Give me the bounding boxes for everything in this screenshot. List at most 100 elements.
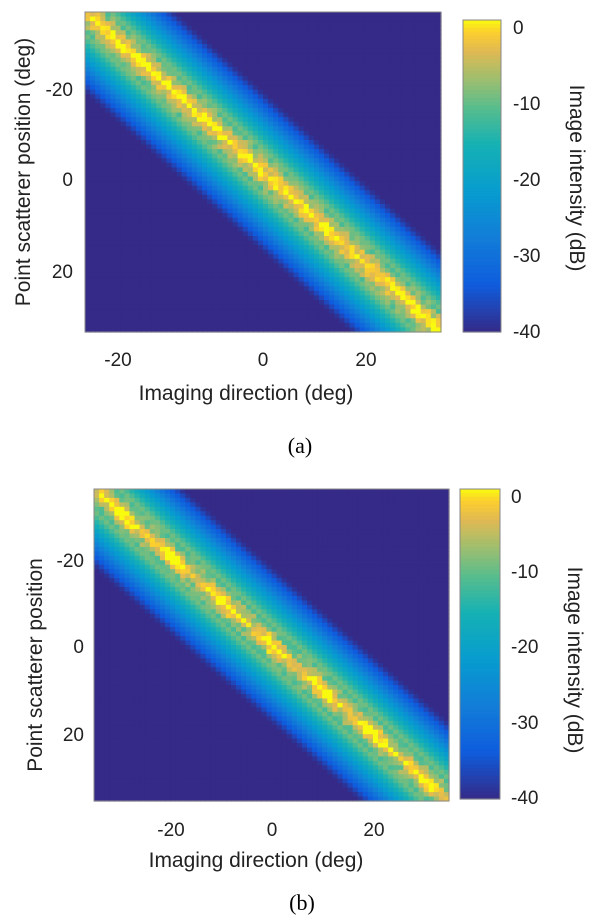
heatmap-cell: [324, 240, 330, 246]
heatmap-cell: [344, 194, 351, 201]
heatmap-cell: [293, 44, 300, 50]
heatmap-cell: [268, 48, 274, 54]
heatmap-cell: [278, 108, 284, 114]
heatmap-cell: [105, 249, 112, 255]
heatmap-cell: [90, 268, 96, 274]
colorbar-swatch: [463, 129, 501, 134]
heatmap-cell: [217, 194, 223, 201]
heatmap-cell: [420, 112, 427, 118]
heatmap-cell: [171, 327, 178, 333]
heatmap-cell: [425, 16, 432, 22]
heatmap-cell: [161, 240, 167, 246]
heatmap-cell: [354, 103, 361, 109]
heatmap-cell: [410, 12, 417, 18]
heatmap-cell: [105, 217, 112, 223]
heatmap-cell: [191, 226, 198, 233]
heatmap-cell: [125, 226, 132, 233]
heatmap-cell: [201, 258, 208, 265]
heatmap-cell: [359, 295, 366, 301]
heatmap-cell: [369, 231, 376, 237]
heatmap-cell: [308, 149, 315, 155]
heatmap-cell: [156, 71, 162, 77]
heatmap-cell: [405, 76, 412, 82]
heatmap-cell: [242, 12, 249, 18]
heatmap-cell: [374, 149, 381, 155]
heatmap-cell: [263, 121, 269, 127]
heatmap-cell: [410, 295, 417, 301]
heatmap-cell: [212, 89, 218, 95]
heatmap-cell: [420, 21, 427, 27]
heatmap-cell: [156, 66, 162, 73]
heatmap-cell: [95, 80, 101, 86]
heatmap-cell: [385, 39, 391, 45]
heatmap-cell: [227, 16, 234, 22]
heatmap-cell: [283, 231, 290, 237]
heatmap-cell: [232, 172, 239, 178]
heatmap-cell: [385, 226, 391, 233]
heatmap-cell: [283, 300, 290, 306]
heatmap-cell: [339, 149, 345, 155]
heatmap-cell: [410, 76, 417, 82]
heatmap-cell: [385, 322, 391, 329]
heatmap-cell: [400, 162, 406, 169]
heatmap-cell: [334, 162, 340, 169]
heatmap-cell: [324, 245, 330, 251]
heatmap-cell: [135, 322, 142, 329]
heatmap-cell: [125, 281, 132, 287]
colorbar-swatch: [463, 281, 501, 286]
heatmap-cell: [191, 89, 198, 95]
heatmap-cell: [303, 121, 310, 127]
heatmap-cell: [324, 89, 330, 95]
heatmap-cell: [374, 121, 381, 127]
heatmap-cell: [390, 258, 396, 265]
heatmap-cell: [405, 167, 412, 173]
heatmap-cell: [324, 268, 330, 274]
colorbar-swatch: [463, 269, 501, 275]
heatmap-cell: [369, 258, 376, 265]
heatmap-cell: [425, 12, 432, 18]
heatmap-cell: [166, 16, 173, 22]
heatmap-cell: [430, 277, 437, 283]
heatmap-cell: [166, 277, 173, 283]
heatmap-cell: [293, 245, 300, 251]
heatmap-cell: [85, 313, 91, 319]
heatmap-cell: [385, 172, 391, 178]
heatmap-cell: [105, 121, 112, 127]
heatmap-cell: [263, 213, 269, 219]
heatmap-cell: [359, 162, 366, 169]
heatmap-cell: [85, 130, 91, 137]
heatmap-cell: [140, 130, 147, 137]
heatmap-cell: [410, 208, 417, 214]
heatmap-cell: [156, 309, 162, 315]
heatmap-cell: [156, 16, 162, 22]
heatmap-cell: [415, 16, 422, 22]
heatmap-cell: [288, 258, 295, 265]
heatmap-cell: [186, 162, 193, 169]
heatmap-cell: [313, 290, 320, 297]
heatmap-cell: [334, 121, 340, 127]
heatmap-cell: [390, 313, 396, 319]
heatmap-cell: [334, 48, 340, 54]
heatmap-cell: [125, 199, 132, 205]
heatmap-cell: [135, 71, 142, 77]
heatmap-cell: [227, 277, 234, 283]
heatmap-cell: [318, 12, 325, 18]
heatmap-cell: [252, 149, 259, 155]
heatmap-cell: [308, 103, 315, 109]
heatmap-cell: [354, 94, 361, 100]
heatmap-cell: [140, 34, 147, 41]
heatmap-cell: [156, 304, 162, 310]
heatmap-cell: [263, 217, 269, 223]
heatmap-cell: [166, 112, 173, 118]
heatmap-cell: [349, 286, 356, 292]
heatmap-cell: [420, 80, 427, 86]
heatmap-cell: [156, 181, 162, 187]
heatmap-cell: [110, 217, 117, 223]
heatmap-cell: [283, 181, 290, 187]
heatmap-cell: [166, 286, 173, 292]
heatmap-cell: [349, 226, 356, 233]
heatmap-cell: [339, 226, 345, 233]
heatmap-cell: [125, 80, 132, 86]
heatmap-cell: [201, 204, 208, 210]
heatmap-cell: [130, 199, 137, 205]
